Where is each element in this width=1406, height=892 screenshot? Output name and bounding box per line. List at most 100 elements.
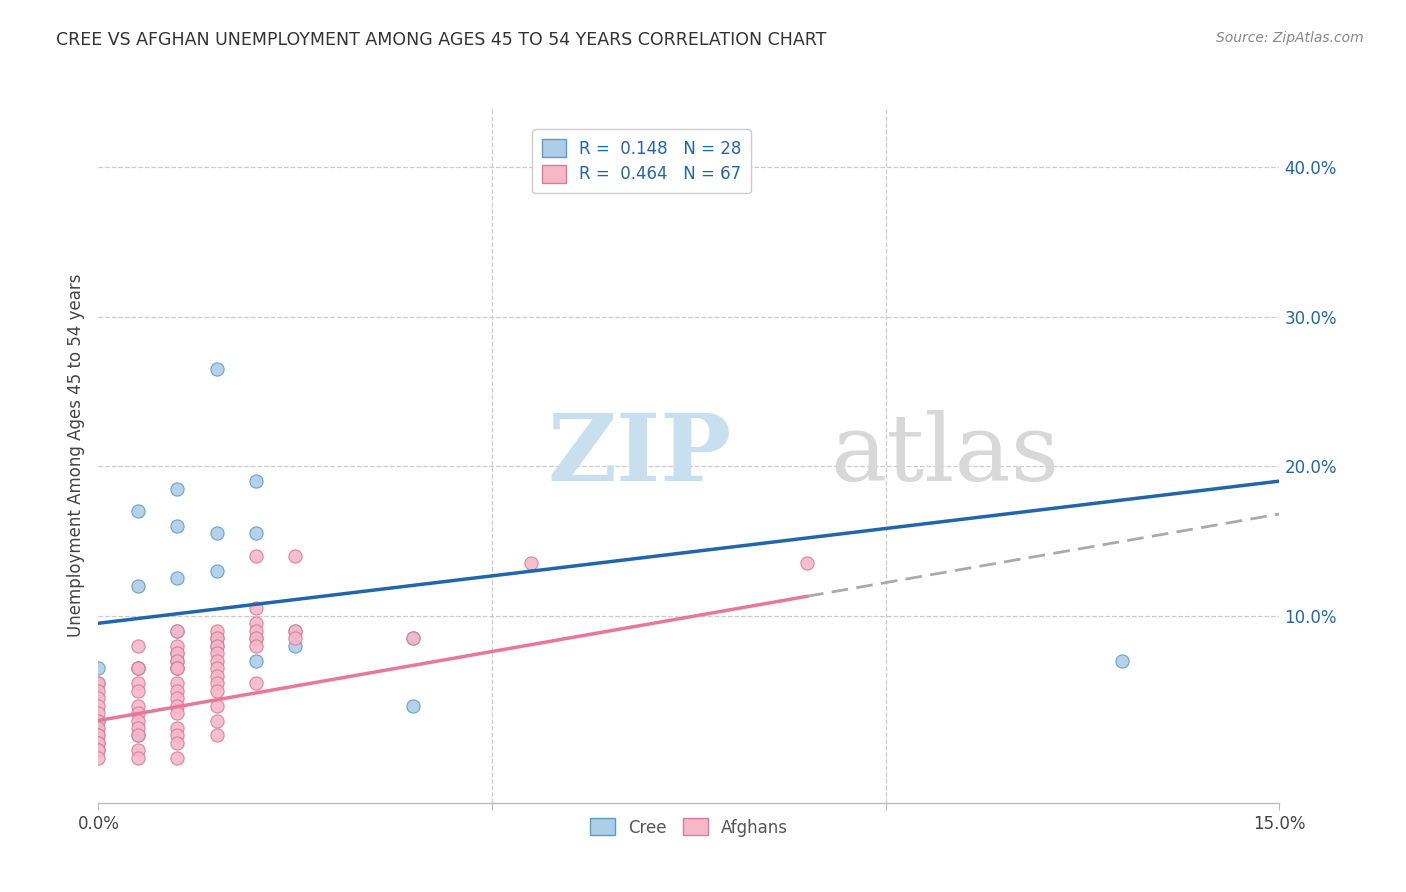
Point [166, 729, 188, 743]
Point [245, 654, 267, 668]
Point [87, 736, 110, 750]
Y-axis label: Unemployment Among Ages 45 to 54 years: Unemployment Among Ages 45 to 54 years [66, 273, 84, 637]
Point [87, 721, 110, 735]
Point [205, 631, 228, 645]
Point [245, 526, 267, 541]
Point [127, 729, 149, 743]
Point [205, 646, 228, 660]
Point [166, 661, 188, 675]
Point [796, 557, 818, 571]
Point [87, 683, 110, 698]
Point [402, 698, 425, 713]
Point [166, 482, 188, 496]
Point [284, 624, 307, 638]
Point [127, 751, 149, 765]
Point [205, 654, 228, 668]
Point [166, 624, 188, 638]
Point [87, 729, 110, 743]
Point [205, 564, 228, 578]
Point [127, 706, 149, 720]
Point [166, 661, 188, 675]
Point [245, 639, 267, 653]
Point [87, 676, 110, 690]
Point [87, 714, 110, 728]
Point [245, 676, 267, 690]
Point [87, 691, 110, 706]
Point [166, 751, 188, 765]
Point [127, 743, 149, 757]
Point [205, 639, 228, 653]
Point [127, 579, 149, 593]
Point [205, 631, 228, 645]
Point [245, 601, 267, 615]
Point [245, 631, 267, 645]
Point [166, 706, 188, 720]
Point [127, 729, 149, 743]
Point [245, 616, 267, 631]
Point [87, 714, 110, 728]
Point [205, 698, 228, 713]
Point [166, 661, 188, 675]
Point [127, 504, 149, 518]
Point [205, 661, 228, 675]
Point [166, 654, 188, 668]
Point [87, 706, 110, 720]
Point [127, 698, 149, 713]
Point [166, 691, 188, 706]
Point [87, 751, 110, 765]
Point [127, 661, 149, 675]
Point [166, 646, 188, 660]
Point [205, 624, 228, 638]
Point [127, 676, 149, 690]
Point [205, 526, 228, 541]
Point [1111, 654, 1133, 668]
Text: Source: ZipAtlas.com: Source: ZipAtlas.com [1216, 31, 1364, 45]
Point [245, 549, 267, 563]
Point [166, 721, 188, 735]
Text: ZIP: ZIP [547, 410, 731, 500]
Point [402, 631, 425, 645]
Point [87, 729, 110, 743]
Point [166, 639, 188, 653]
Point [87, 698, 110, 713]
Point [245, 624, 267, 638]
Point [520, 557, 543, 571]
Point [166, 519, 188, 533]
Point [127, 661, 149, 675]
Point [166, 676, 188, 690]
Point [87, 676, 110, 690]
Point [402, 631, 425, 645]
Point [284, 631, 307, 645]
Point [166, 683, 188, 698]
Point [205, 676, 228, 690]
Point [127, 721, 149, 735]
Point [284, 549, 307, 563]
Point [205, 362, 228, 376]
Point [205, 683, 228, 698]
Point [245, 631, 267, 645]
Point [166, 646, 188, 660]
Point [127, 639, 149, 653]
Point [127, 683, 149, 698]
Point [284, 639, 307, 653]
Point [166, 571, 188, 585]
Point [205, 729, 228, 743]
Point [127, 661, 149, 675]
Text: atlas: atlas [831, 410, 1060, 500]
Point [87, 736, 110, 750]
Point [166, 736, 188, 750]
Point [127, 714, 149, 728]
Point [166, 624, 188, 638]
Point [166, 698, 188, 713]
Point [87, 661, 110, 675]
Point [87, 743, 110, 757]
Point [284, 624, 307, 638]
Text: CREE VS AFGHAN UNEMPLOYMENT AMONG AGES 45 TO 54 YEARS CORRELATION CHART: CREE VS AFGHAN UNEMPLOYMENT AMONG AGES 4… [56, 31, 827, 49]
Point [205, 668, 228, 682]
Point [205, 639, 228, 653]
Point [87, 743, 110, 757]
Point [205, 714, 228, 728]
Point [166, 654, 188, 668]
Legend: Cree, Afghans: Cree, Afghans [583, 812, 794, 843]
Point [245, 474, 267, 488]
